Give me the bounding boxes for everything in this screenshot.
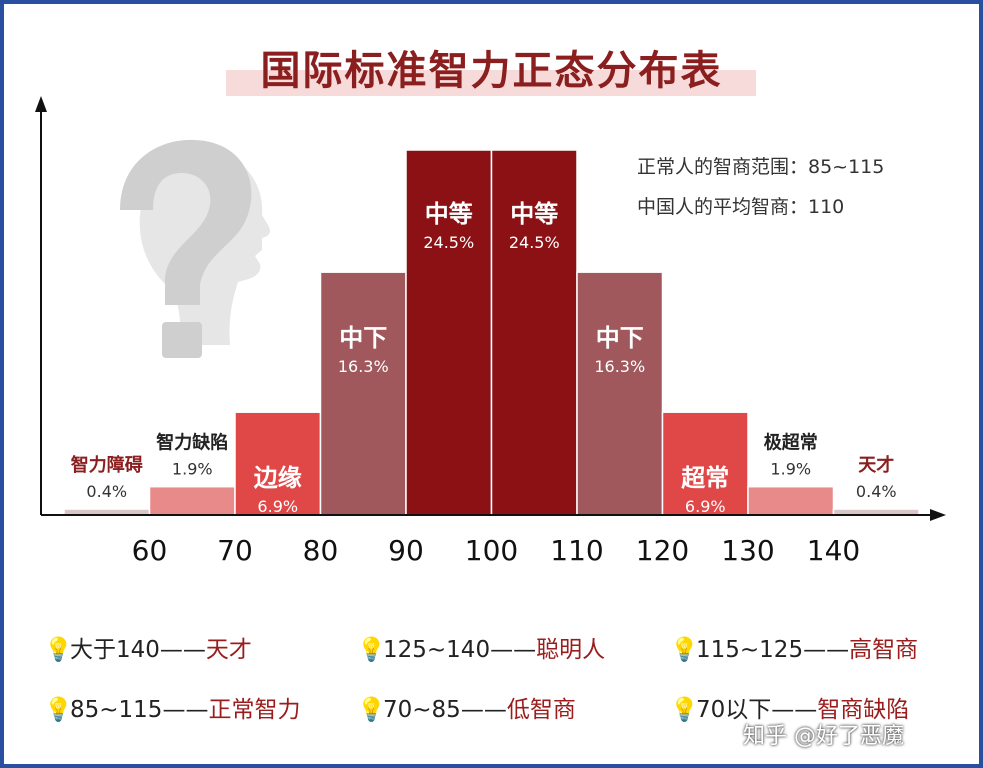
bar-8 [747,485,835,516]
bar-5 [490,149,578,516]
lightbulb-icon: 💡 [357,637,386,663]
lightbulb-icon: 💡 [357,697,386,723]
lightbulb-icon: 💡 [670,697,699,723]
bar-1 [148,485,236,516]
bar-value-0: 0.4% [86,482,127,501]
lightbulb-icon: 💡 [670,637,699,663]
ticks-layer: 60 70 80 90 100 110 120 130 140 [132,534,861,567]
bar-value-3: 16.3% [338,357,389,376]
legend-item-deficit: 💡70以下——智商缺陷 [670,690,909,724]
bar-label-0: 智力障碍 [71,454,143,476]
x-tick-label-7: 130 [721,534,774,567]
x-tick-label-0: 60 [132,534,168,567]
legend-label: 高智商 [849,637,919,663]
bar-value-4: 24.5% [423,233,474,252]
bar-value-2: 6.9% [257,497,298,516]
bar-value-6: 16.3% [594,357,645,376]
bar-label-4: 中等 [425,200,473,228]
legend-item-high-iq: 💡115~125——高智商 [670,630,918,664]
y-axis-arrow [35,96,47,112]
question-head-icon [120,139,270,358]
legend-item-normal: 💡85~115——正常智力 [44,690,300,724]
bar-4 [405,149,493,516]
watermark: 知乎 @好了恶魔 [743,724,904,749]
bar-value-5: 24.5% [509,233,560,252]
bar-value-1: 1.9% [172,460,213,479]
bar-label-9: 天才 [858,454,894,476]
bar-label-8: 极超常 [764,432,818,454]
legend-dash: —— [490,637,537,663]
bar-label-1: 智力缺陷 [156,432,228,454]
legend-dash: —— [803,637,850,663]
legend-label: 智商缺陷 [817,697,910,723]
bar-value-9: 0.4% [856,482,897,501]
legend-label: 天才 [205,637,252,663]
legend-dash: —— [771,697,818,723]
legend-label: 正常智力 [208,697,301,723]
legend-item-low-iq: 💡70~85——低智商 [357,690,576,724]
legend-item-genius: 💡大于140——天才 [44,630,252,664]
x-tick-label-8: 140 [807,534,860,567]
x-tick-label-2: 80 [303,534,339,567]
legend-range: 125~140 [383,637,491,663]
legend-range: 70以下 [696,697,772,723]
legend-label: 低智商 [506,697,576,723]
x-tick-label-5: 110 [550,534,603,567]
bar-label-7: 超常 [681,464,729,492]
bar-3 [319,271,407,516]
bar-value-8: 1.9% [770,460,811,479]
bar-label-3: 中下 [339,324,387,352]
legend-dash: —— [460,697,507,723]
x-tick-label-1: 70 [217,534,253,567]
title-highlight [226,70,756,96]
x-tick-label-4: 100 [465,534,518,567]
legend-label: 聪明人 [536,637,606,663]
legend-range: 大于140 [70,637,160,663]
legend-range: 85~115 [70,697,163,723]
chart-title: 国际标准智力正态分布表 [260,48,723,94]
legend-dash: —— [159,637,206,663]
bar-7 [661,411,749,516]
legend-item-smart: 💡125~140——聪明人 [357,630,605,664]
note-normal-range: 正常人的智商范围：85~115 [637,156,885,178]
lightbulb-icon: 💡 [44,637,73,663]
bar-label-2: 边缘 [254,464,302,492]
axes-layer [35,96,946,521]
legend-range: 70~85 [383,697,461,723]
lightbulb-icon: 💡 [44,697,73,723]
bar-value-7: 6.9% [685,497,726,516]
note-china-average: 中国人的平均智商：110 [637,196,845,218]
x-tick-label-3: 90 [388,534,424,567]
legend-range: 115~125 [696,637,804,663]
bar-label-6: 中下 [596,324,644,352]
legend-dash: —— [162,697,209,723]
bar-label-5: 中等 [510,200,558,228]
x-axis-arrow [930,509,946,521]
bar-6 [576,271,664,516]
x-tick-label-6: 120 [636,534,689,567]
